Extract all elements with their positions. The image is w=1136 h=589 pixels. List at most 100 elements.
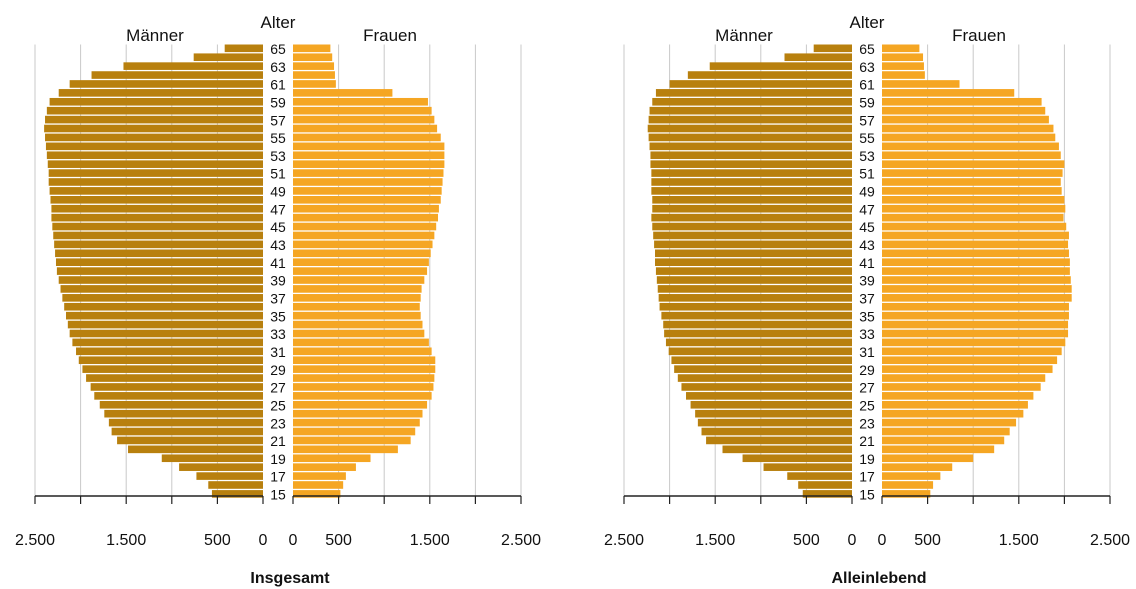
bar-women-age-18 [293, 463, 356, 471]
header-background [845, 10, 889, 36]
bar-men-age-48 [50, 196, 264, 204]
tick-label-women: 0 [289, 532, 298, 549]
chart-title: Alleinlebend [831, 570, 926, 587]
age-label: 23 [270, 415, 286, 431]
bar-women-age-31 [293, 347, 432, 356]
bar-women-age-46 [293, 213, 439, 222]
bar-men-age-58 [46, 106, 263, 115]
bar-men-age-38 [60, 285, 264, 293]
bar-women-age-24 [293, 409, 423, 418]
bar-women-age-65 [293, 44, 331, 53]
bar-men-age-27 [681, 383, 852, 391]
bar-women-age-39 [293, 276, 425, 284]
bar-women-age-47 [882, 204, 1066, 213]
bar-women-age-64 [882, 53, 924, 62]
bar-women-age-31 [882, 347, 1062, 356]
bar-women-age-50 [882, 178, 1061, 186]
age-label: 15 [270, 487, 286, 503]
bar-men-age-55 [45, 133, 264, 142]
bar-men-age-36 [659, 302, 852, 311]
age-label: 19 [859, 451, 875, 467]
bar-women-age-54 [293, 142, 445, 151]
bar-men-age-29 [674, 365, 852, 373]
bar-men-age-28 [86, 374, 264, 382]
bar-women-age-21 [293, 436, 411, 445]
bar-men-age-42 [655, 249, 852, 258]
bar-women-age-27 [882, 383, 1041, 391]
bar-men-age-34 [67, 320, 263, 329]
center-label: Alter [261, 13, 296, 32]
age-label: 37 [859, 290, 875, 306]
bar-women-age-63 [882, 62, 924, 70]
age-label: 35 [859, 308, 875, 324]
bar-men-age-39 [656, 276, 852, 284]
age-label: 63 [270, 59, 286, 75]
bar-women-age-33 [293, 329, 425, 338]
bar-men-age-48 [652, 196, 852, 204]
bar-men-age-64 [193, 53, 263, 62]
bar-men-age-50 [651, 178, 852, 186]
bar-women-age-56 [293, 124, 438, 133]
bar-women-age-35 [882, 311, 1069, 320]
header-background [256, 10, 300, 36]
bar-women-age-49 [293, 187, 442, 195]
bar-women-age-18 [882, 463, 953, 471]
bar-women-age-45 [293, 222, 437, 231]
age-label: 49 [270, 184, 286, 200]
tick-label-men: 2.500 [15, 532, 55, 549]
age-label: 25 [270, 397, 286, 413]
age-label: 43 [859, 237, 875, 253]
bar-men-age-59 [49, 97, 264, 106]
tick-label-men: 2.500 [604, 532, 644, 549]
bar-women-age-53 [882, 151, 1061, 160]
bar-men-age-30 [78, 356, 263, 365]
age-label: 51 [859, 166, 875, 182]
bar-women-age-59 [882, 97, 1042, 106]
age-label: 39 [859, 273, 875, 289]
bar-women-age-24 [882, 409, 1024, 418]
bar-men-age-15 [802, 490, 852, 498]
bar-women-age-28 [293, 374, 435, 382]
bar-women-age-61 [882, 80, 960, 88]
bar-men-age-35 [661, 311, 852, 320]
bar-men-age-40 [56, 267, 263, 275]
chart-title: Insgesamt [250, 570, 330, 587]
age-label: 55 [270, 130, 286, 146]
bar-men-age-33 [69, 329, 263, 338]
bar-men-age-32 [72, 338, 263, 347]
tick-label-men: 1.500 [106, 532, 146, 549]
bar-men-age-64 [784, 53, 852, 62]
bar-women-age-58 [882, 106, 1046, 115]
bar-men-age-41 [655, 258, 852, 266]
bar-women-age-43 [882, 240, 1069, 249]
bar-women-age-44 [882, 231, 1069, 240]
age-label: 29 [859, 362, 875, 378]
bar-men-age-34 [663, 320, 852, 329]
age-label: 39 [270, 273, 286, 289]
bar-women-age-55 [882, 133, 1056, 142]
tick-label-men: 0 [848, 532, 857, 549]
bar-women-age-45 [882, 222, 1067, 231]
age-label: 41 [270, 255, 286, 271]
bar-men-age-53 [46, 151, 263, 160]
bar-women-age-42 [293, 249, 431, 258]
bar-men-age-56 [647, 124, 852, 133]
bar-women-age-17 [293, 472, 346, 480]
bar-men-age-28 [677, 374, 852, 382]
bar-women-age-25 [293, 400, 428, 409]
bar-women-age-39 [882, 276, 1071, 284]
bar-women-age-41 [882, 258, 1070, 266]
bar-men-age-47 [51, 204, 263, 213]
bar-women-age-20 [293, 445, 398, 454]
bar-men-age-37 [658, 294, 852, 302]
bar-women-age-52 [882, 160, 1065, 168]
bar-men-age-61 [69, 80, 263, 88]
bar-women-age-60 [293, 89, 393, 97]
bar-women-age-30 [293, 356, 436, 365]
age-label: 53 [270, 148, 286, 164]
bar-men-age-40 [655, 267, 852, 275]
bar-women-age-28 [882, 374, 1046, 382]
bar-men-age-17 [196, 472, 263, 480]
bar-women-age-60 [882, 89, 1015, 97]
